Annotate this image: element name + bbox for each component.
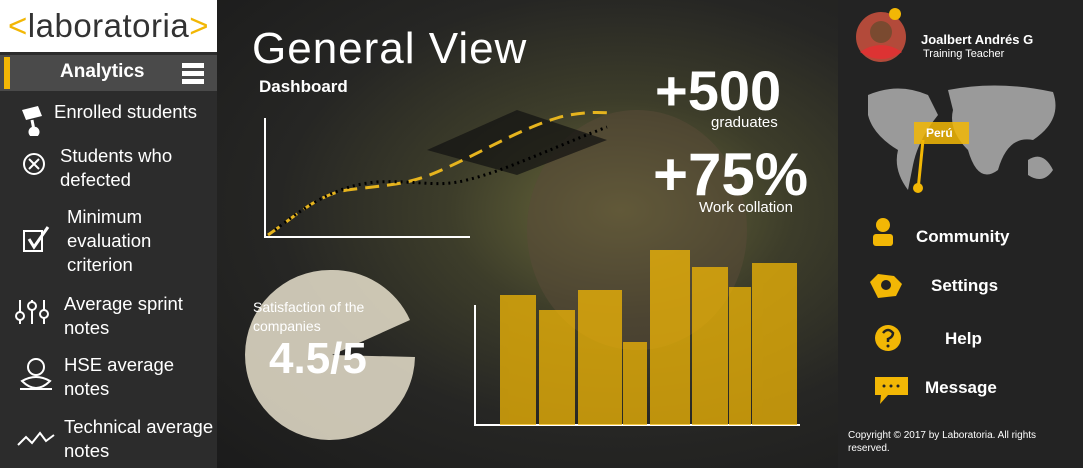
main-panel: General View Dashboard +500 graduates +7… [217, 0, 838, 468]
bar-chart-axis [474, 305, 800, 426]
pie [245, 269, 415, 441]
satisfaction-value: 4.5/5 [269, 334, 367, 383]
logo[interactable]: <laboratoria> [0, 0, 217, 52]
page-subtitle: Dashboard [259, 77, 348, 96]
page-title: General View [252, 24, 528, 73]
line-chart-axis [264, 118, 470, 238]
nav-icon [15, 300, 49, 324]
nav-icon [22, 106, 42, 136]
nav-label: HSE average notes [64, 354, 175, 399]
menu-item[interactable]: Settings [931, 276, 999, 295]
logo-bracket: < [8, 7, 28, 44]
decor [856, 8, 1056, 404]
copyright: Copyright © 2017 by Laboratoria. All rig… [848, 430, 1037, 454]
photo-shade [427, 110, 607, 175]
nav-label: Technical average notes [64, 416, 214, 461]
nav-label: Minimum evaluation criterion [67, 206, 152, 275]
country-tag [914, 122, 969, 144]
nav-label: Average sprint notes [64, 293, 183, 338]
logo-text: laboratoria [27, 7, 190, 44]
nav-item[interactable]: Students who defected [0, 144, 217, 194]
section-header[interactable]: Analytics [0, 55, 217, 91]
nav-label: Students who defected [60, 145, 173, 190]
stat-value: +500 [655, 59, 782, 122]
nav-label: Enrolled students [54, 101, 197, 122]
status-dot [889, 8, 901, 20]
active-stripe [4, 57, 10, 89]
nav-icon [20, 358, 52, 390]
nav-item[interactable]: Enrolled students [0, 100, 217, 140]
decor [245, 110, 800, 441]
logo-bracket: > [189, 7, 209, 44]
nav-item[interactable]: Minimum evaluation criterion [0, 205, 217, 279]
right-panel: Joalbert Andrés G Training Teacher Perú … [838, 0, 1083, 468]
country-label: Perú [926, 126, 953, 140]
menu-item[interactable]: Message [925, 378, 997, 397]
line-chart-series [267, 111, 611, 237]
bars [500, 250, 797, 425]
nav-icon [23, 153, 45, 175]
menu-icon[interactable] [182, 63, 206, 85]
sidebar: <laboratoria> Analytics Enrolled student… [0, 0, 217, 468]
nav-icon [23, 226, 50, 252]
stat-label: graduates [711, 114, 778, 131]
profile-role: Training Teacher [923, 48, 1005, 60]
nav-item[interactable]: Average sprint notes [0, 292, 217, 342]
stat-label: Work collation [699, 199, 793, 216]
satisfaction-label: Satisfaction of the companies [253, 299, 365, 334]
nav-item[interactable]: HSE average notes [0, 353, 217, 403]
community-icon[interactable] [876, 218, 890, 232]
message-icon[interactable] [875, 377, 908, 404]
nav-item[interactable]: Technical average notes [0, 415, 217, 465]
menu-item[interactable]: Community [916, 227, 1010, 246]
section-label: Analytics [60, 61, 145, 82]
nav-icon [17, 431, 55, 446]
stat-value: +75% [653, 141, 809, 208]
profile-name: Joalbert Andrés G [921, 32, 1034, 47]
menu-item[interactable]: Help [945, 329, 982, 348]
